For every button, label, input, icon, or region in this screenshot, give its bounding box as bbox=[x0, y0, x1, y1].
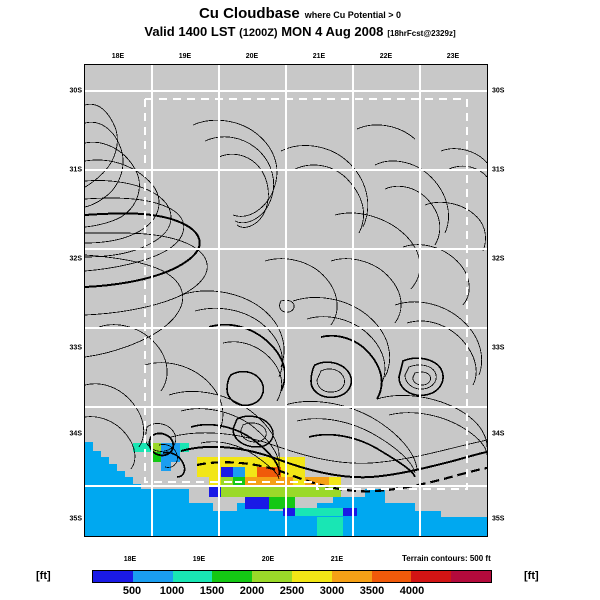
lon-label-top-0: 18E bbox=[111, 53, 125, 60]
terrain-contours bbox=[85, 103, 487, 493]
lon-label-bottom-1: 19E bbox=[192, 556, 206, 563]
lat-label-left-1: 31S bbox=[69, 166, 82, 174]
map-canvas bbox=[85, 65, 487, 536]
colorbar-segment-2 bbox=[172, 571, 213, 582]
colorbar-segment-0 bbox=[93, 571, 133, 582]
lon-label-top-1: 19E bbox=[178, 53, 192, 60]
colorbar-unit-right: [ft] bbox=[524, 570, 539, 582]
page-title: Cu Cloudbase where Cu Potential > 0 bbox=[0, 6, 600, 23]
colorbar-segment-7 bbox=[371, 571, 412, 582]
colorbar-segment-8 bbox=[411, 571, 452, 582]
lat-label-left-5: 35S bbox=[69, 515, 82, 523]
lon-label-top-2: 20E bbox=[245, 53, 259, 60]
lat-label-right-2: 32S bbox=[492, 255, 505, 263]
colorbar-tick-7: 4000 bbox=[399, 585, 425, 597]
lat-label-left-0: 30S bbox=[69, 87, 82, 95]
lon-label-top-3: 21E bbox=[312, 53, 326, 60]
colorbar-tick-2: 1500 bbox=[199, 585, 225, 597]
forecast-stamp: [18hrFcst@2329z] bbox=[387, 29, 456, 38]
lat-label-right-5: 35S bbox=[492, 515, 505, 523]
lon-label-bottom-2: 20E bbox=[261, 556, 275, 563]
lat-label-right-3: 33S bbox=[492, 344, 505, 352]
colorbar-segment-5 bbox=[291, 571, 332, 582]
title-main: Cu Cloudbase bbox=[198, 5, 300, 22]
colorbar-segment-4 bbox=[252, 571, 292, 582]
colorbar-tick-6: 3500 bbox=[359, 585, 385, 597]
lat-label-right-0: 30S bbox=[492, 87, 505, 95]
lon-label-top-4: 22E bbox=[379, 53, 393, 60]
colorbar-tick-3: 2000 bbox=[239, 585, 265, 597]
map-gridlines bbox=[85, 65, 487, 536]
lon-label-top-5: 23E bbox=[446, 53, 460, 60]
colorbar-segment-1 bbox=[132, 571, 173, 582]
page-subtitle: Valid 1400 LST (1200Z) MON 4 Aug 2008 [18… bbox=[0, 24, 600, 41]
lat-label-left-4: 34S bbox=[69, 430, 82, 438]
colorbar-legend: [ft] [ft] 500 1000 1500 2000 2500 3000 3… bbox=[0, 566, 600, 600]
valid-date: MON 4 Aug 2008 bbox=[281, 24, 384, 39]
model-domain-boundary bbox=[143, 97, 469, 491]
colorbar-segment-3 bbox=[212, 571, 253, 582]
terrain-contour-note: Terrain contours: 500 ft bbox=[402, 554, 491, 563]
colorbar-tick-1: 1000 bbox=[159, 585, 185, 597]
lat-label-right-1: 31S bbox=[492, 166, 505, 174]
colorbar-segment-9 bbox=[451, 571, 491, 582]
lon-label-bottom-0: 18E bbox=[123, 556, 137, 563]
colorbar-gradient bbox=[92, 570, 492, 583]
lat-label-left-3: 33S bbox=[69, 344, 82, 352]
lat-label-right-4: 34S bbox=[492, 430, 505, 438]
lon-label-bottom-3: 21E bbox=[330, 556, 344, 563]
valid-utc: (1200Z) bbox=[239, 27, 278, 39]
colorbar-tick-4: 2500 bbox=[279, 585, 305, 597]
valid-time: Valid 1400 LST bbox=[144, 24, 236, 39]
map-plot-area bbox=[84, 64, 488, 537]
lat-label-left-2: 32S bbox=[69, 255, 82, 263]
colorbar-unit-left: [ft] bbox=[36, 570, 51, 582]
title-condition: where Cu Potential > 0 bbox=[304, 10, 402, 20]
colorbar-tick-0: 500 bbox=[122, 585, 142, 597]
colorbar-tick-5: 3000 bbox=[319, 585, 345, 597]
title-block: Cu Cloudbase where Cu Potential > 0 Valid… bbox=[0, 6, 600, 41]
colorbar-segment-6 bbox=[331, 571, 372, 582]
